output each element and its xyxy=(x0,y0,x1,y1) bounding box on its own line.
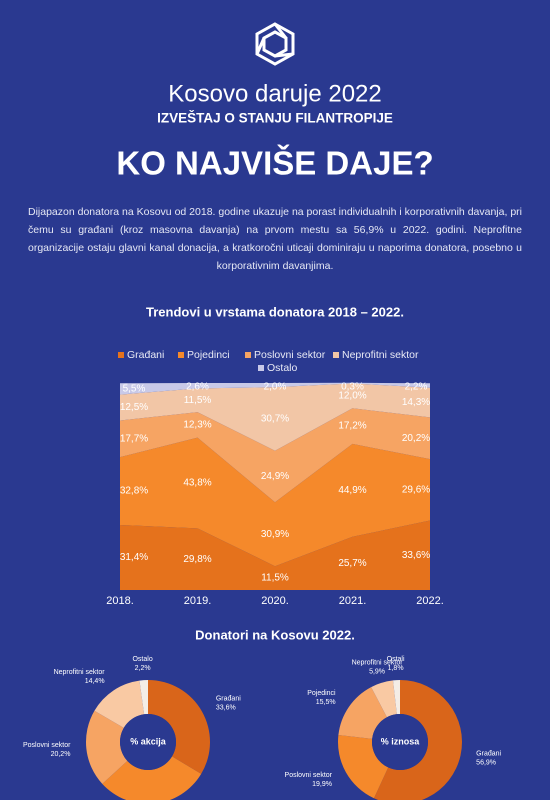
donut-segment xyxy=(338,687,387,739)
segment-label: Poslovni sektor xyxy=(23,742,71,749)
logo xyxy=(255,22,295,66)
segment-label: Građani xyxy=(216,695,241,702)
area xyxy=(120,437,430,567)
value-label: 17,7% xyxy=(120,433,148,444)
area xyxy=(120,382,430,395)
segment-label: Pojedinci xyxy=(307,690,336,697)
area xyxy=(120,520,430,590)
legend-label: Pojedinci xyxy=(187,349,230,361)
value-label: 14,3% xyxy=(402,397,430,408)
legend-marker xyxy=(333,352,339,358)
value-label: 44,9% xyxy=(338,485,366,496)
value-label: 12,0% xyxy=(338,390,366,401)
value-label: 2,2% xyxy=(405,382,428,393)
donut-segment xyxy=(338,735,389,799)
segment-value: 19,9% xyxy=(312,781,332,788)
headline: KO NAJVIŠE DAJE? xyxy=(116,144,433,182)
segment-label: Ostalo xyxy=(132,656,152,663)
legend-label: Građani xyxy=(127,349,164,361)
value-label: 43,8% xyxy=(183,478,211,489)
legend-marker xyxy=(178,352,184,358)
segment-value: 14,4% xyxy=(85,678,105,685)
x-tick-label: 2021. xyxy=(339,595,367,607)
legend-marker xyxy=(245,352,251,358)
donut-segment xyxy=(86,710,128,784)
donut-segment xyxy=(148,680,210,774)
segment-value: 20,2% xyxy=(51,751,71,758)
x-tick-label: 2019. xyxy=(184,595,212,607)
x-tick-label: 2022. xyxy=(416,595,444,607)
value-label: 24,9% xyxy=(261,471,289,482)
legend-marker xyxy=(118,352,124,358)
value-label: 20,2% xyxy=(402,433,430,444)
value-label: 5,5% xyxy=(123,384,146,395)
center-label: % akcija xyxy=(130,736,167,746)
donut-segment xyxy=(393,680,400,715)
segment-value: 2,2% xyxy=(135,665,151,672)
legend-label: Neprofitni sektor xyxy=(342,349,419,361)
donut-segment xyxy=(139,680,148,715)
intro-text: Dijapazon donatora na Kosovu od 2018. go… xyxy=(28,206,522,272)
legend-label: Poslovni sektor xyxy=(254,349,326,361)
value-label: 29,8% xyxy=(183,554,211,565)
section-title: Donatori na Kosovu 2022. xyxy=(195,627,355,642)
value-label: 0,3% xyxy=(341,382,364,393)
segment-value: 56,9% xyxy=(476,760,496,767)
value-label: 2,6% xyxy=(186,382,209,393)
segment-value: 1,8% xyxy=(388,665,404,672)
value-label: 31,4% xyxy=(120,552,148,563)
legend-label: Ostalo xyxy=(267,362,298,374)
segment-label: Poslovni sektor xyxy=(285,772,333,779)
segment-label: Neprofitni sektor xyxy=(352,659,404,666)
x-tick-label: 2020. xyxy=(261,595,289,607)
segment-value: 33,6% xyxy=(216,704,236,711)
donut-segment xyxy=(102,756,202,800)
area xyxy=(120,383,430,451)
value-label: 12,5% xyxy=(120,402,148,413)
segment-label: Ostali xyxy=(387,656,405,663)
donut-hole xyxy=(372,714,428,770)
value-label: 12,3% xyxy=(183,420,211,431)
value-label: 30,9% xyxy=(261,529,289,540)
value-label: 30,7% xyxy=(261,414,289,425)
segment-value: 5,9% xyxy=(369,668,385,675)
subtitle: IZVEŠTAJ O STANJU FILANTROPIJE xyxy=(157,111,393,126)
value-label: 33,6% xyxy=(402,550,430,561)
area xyxy=(120,408,430,503)
value-label: 32,8% xyxy=(120,486,148,497)
chart-title: Trendovi u vrstama donatora 2018 – 2022. xyxy=(146,304,404,319)
segment-label: Neprofitni sektor xyxy=(54,669,106,676)
donut-hole xyxy=(120,714,176,770)
value-label: 11,5% xyxy=(261,573,289,584)
donut-segment xyxy=(371,680,397,718)
value-label: 25,7% xyxy=(338,558,366,569)
value-label: 2,0% xyxy=(264,382,287,393)
value-label: 29,6% xyxy=(402,484,430,495)
value-label: 11,5% xyxy=(184,395,212,406)
title: Kosovo daruje 2022 xyxy=(168,80,382,107)
center-label: % iznosa xyxy=(381,736,421,746)
donut-segment xyxy=(373,680,462,800)
x-tick-label: 2018. xyxy=(106,595,134,607)
segment-label: Građani xyxy=(476,751,501,758)
donut-segment xyxy=(94,680,145,728)
value-label: 17,2% xyxy=(338,421,366,432)
legend-marker xyxy=(258,365,264,371)
segment-value: 15,5% xyxy=(316,699,336,706)
